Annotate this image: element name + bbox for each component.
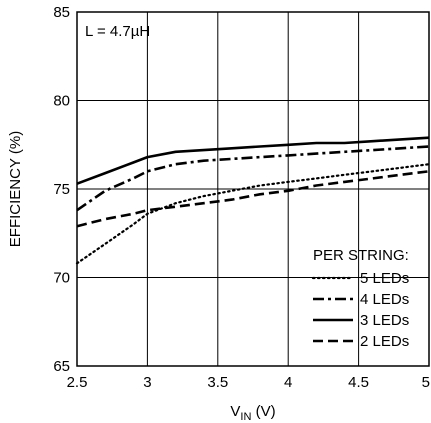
x-tick-label: 2.5 [67, 374, 88, 391]
legend: PER STRING: 5 LEDs 4 LEDs 3 LEDs 2 LEDs [311, 247, 409, 350]
x-axis-label-main: V [230, 403, 240, 420]
x-axis-label-sub: IN [240, 411, 251, 423]
series-line-5-leds [75, 163, 431, 265]
y-axis-label: EFFICIENCY (%) [7, 131, 24, 247]
legend-label: 4 LEDs [360, 291, 409, 308]
tick-labels: 2.5 3 3.5 4 4.5 5 65 70 75 80 85 [53, 4, 430, 391]
series-layer [75, 136, 431, 265]
y-tick-label: 75 [53, 181, 70, 198]
x-axis-label: VIN (V) [230, 403, 275, 423]
x-tick-label: 3 [143, 374, 151, 391]
y-tick-label: 85 [53, 4, 70, 21]
legend-label: 5 LEDs [360, 270, 409, 287]
series-line-3-leds [76, 136, 430, 185]
legend-title: PER STRING: [313, 247, 409, 264]
x-tick-label: 4 [284, 374, 292, 391]
x-tick-label: 5 [422, 374, 430, 391]
x-axis-label-unit: (V) [251, 403, 275, 420]
y-tick-label: 70 [53, 270, 70, 287]
grid-lines [77, 12, 429, 366]
x-tick-label: 4.5 [348, 374, 369, 391]
x-tick-label: 3.5 [207, 374, 228, 391]
series-line-4-leds [76, 145, 430, 212]
series-line-2-leds [76, 170, 430, 228]
plot-frame [76, 11, 430, 367]
y-tick-label: 80 [53, 93, 70, 110]
y-tick-label: 65 [53, 358, 70, 375]
inductor-annotation: L = 4.7µH [85, 23, 150, 40]
legend-label: 3 LEDs [360, 312, 409, 329]
legend-label: 2 LEDs [360, 333, 409, 350]
